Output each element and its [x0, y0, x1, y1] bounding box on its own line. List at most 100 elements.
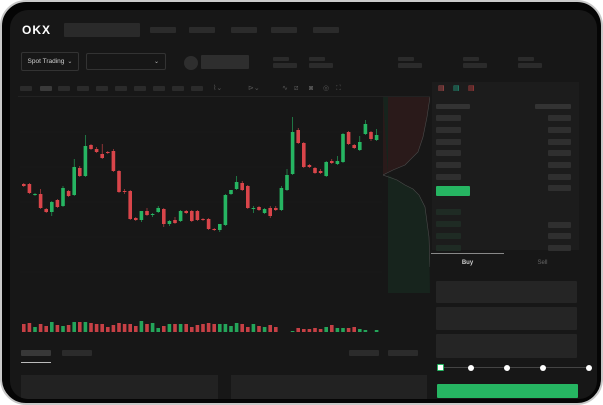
volume-bar	[134, 326, 138, 332]
timeframe-button[interactable]	[172, 86, 184, 91]
nav-item[interactable]	[189, 27, 215, 33]
app-screen: OKX Spot Trading ⌄ ⌄ ⌇⌄ ⊳⌄ ∿ ⧄ ◙ ◎ ⛶ ▤ ▤…	[10, 10, 597, 399]
okx-logo[interactable]: OKX	[22, 23, 52, 37]
volume-bar	[33, 327, 37, 332]
amount-slider-handle[interactable]	[437, 364, 444, 371]
candle-body	[201, 219, 205, 220]
volume-bar	[150, 323, 155, 332]
volume-bar	[313, 328, 317, 332]
book-header-price	[436, 104, 470, 109]
filter-button[interactable]	[388, 350, 418, 356]
candle-body	[22, 184, 26, 186]
slider-stop-100[interactable]	[586, 365, 592, 371]
nav-item[interactable]	[313, 27, 339, 33]
timeframe-button[interactable]	[191, 86, 203, 91]
camera-icon[interactable]: ◙	[309, 85, 314, 92]
volume-bar	[128, 324, 132, 332]
stat-label	[398, 57, 414, 61]
amount-slider-track[interactable]	[441, 367, 589, 368]
volume-bar	[352, 327, 356, 332]
candle-body	[257, 207, 261, 210]
ask-price	[436, 162, 461, 168]
candle-body	[173, 220, 177, 223]
timeframe-button[interactable]	[20, 86, 32, 91]
stat-value	[398, 63, 422, 68]
candle-body	[134, 218, 138, 220]
volume-bar	[156, 328, 160, 332]
timeframe-button[interactable]	[40, 86, 52, 91]
volume-bar	[50, 322, 54, 332]
price-input[interactable]	[436, 281, 577, 303]
candle-body	[50, 202, 54, 212]
slider-stop-75[interactable]	[540, 365, 546, 371]
candle-body	[33, 194, 37, 195]
bid-price	[436, 233, 461, 239]
tab-order-history[interactable]	[62, 350, 92, 356]
nav-item[interactable]	[271, 27, 297, 33]
nav-item[interactable]	[150, 27, 176, 33]
last-price	[201, 55, 249, 69]
volume-bar	[290, 331, 295, 332]
timeframe-button[interactable]	[153, 86, 165, 91]
line-tool-icon[interactable]: ∿	[282, 85, 288, 92]
timeframe-button[interactable]	[115, 86, 127, 91]
orders-panel-left	[21, 375, 218, 399]
divider	[18, 96, 430, 97]
candle-body	[55, 200, 60, 207]
search-input[interactable]	[64, 23, 140, 37]
timeframe-button[interactable]	[96, 86, 108, 91]
buy-tab[interactable]: Buy	[461, 260, 474, 266]
volume-bar	[178, 324, 183, 332]
volume-bar	[100, 324, 104, 332]
ruler-icon[interactable]: ⧄	[294, 85, 299, 92]
candle-body	[83, 146, 88, 176]
volume-bar	[44, 326, 48, 332]
book-bids-icon[interactable]: ▤	[453, 85, 460, 92]
candle-type-icon[interactable]: ⌇⌄	[213, 85, 223, 92]
timeframe-button[interactable]	[77, 86, 89, 91]
stat-value	[463, 63, 487, 68]
candle-body	[167, 221, 172, 224]
fullscreen-icon[interactable]: ⛶	[336, 85, 341, 92]
timeframe-button[interactable]	[134, 86, 146, 91]
volume-bar	[341, 328, 345, 332]
slider-stop-25[interactable]	[468, 365, 474, 371]
slider-stop-50[interactable]	[504, 365, 510, 371]
timeframe-button[interactable]	[58, 86, 70, 91]
candle-body	[89, 145, 93, 149]
volume-bar	[66, 325, 71, 332]
chevron-down-icon: ⌄	[67, 59, 73, 65]
volume-bar	[324, 327, 328, 332]
depth-bids-area	[383, 97, 430, 293]
total-input[interactable]	[436, 334, 577, 358]
candlestick-chart[interactable]	[20, 92, 382, 332]
bid-price	[436, 245, 461, 251]
volume-bar	[195, 325, 200, 332]
candle-body	[106, 152, 110, 153]
buy-button[interactable]	[437, 384, 578, 398]
tab-open-orders[interactable]	[21, 350, 51, 356]
settings-icon[interactable]: ◎	[323, 85, 330, 92]
candle-body	[290, 132, 295, 174]
indicator-icon[interactable]: ⊳⌄	[248, 85, 260, 92]
amount-input[interactable]	[436, 307, 577, 330]
spot-trading-dropdown[interactable]: Spot Trading ⌄	[21, 52, 79, 71]
book-both-icon[interactable]: ▤	[438, 85, 445, 92]
filter-button[interactable]	[349, 350, 379, 356]
sell-tab[interactable]: Sell	[537, 260, 548, 266]
pair-dropdown[interactable]: ⌄	[86, 53, 166, 70]
volume-bar	[262, 327, 267, 332]
volume-bar	[167, 324, 172, 332]
volume-bar	[27, 323, 32, 332]
ask-amount	[548, 115, 571, 121]
candle-body	[324, 162, 328, 176]
volume-bar	[83, 322, 88, 332]
candle-body	[240, 183, 244, 190]
book-header-amount	[535, 104, 571, 109]
volume-bar	[55, 325, 60, 332]
book-asks-icon[interactable]: ▤	[468, 85, 475, 92]
volume-bar	[246, 327, 250, 332]
nav-item[interactable]	[231, 27, 257, 33]
candle-body	[285, 175, 289, 190]
ask-price	[436, 115, 461, 121]
